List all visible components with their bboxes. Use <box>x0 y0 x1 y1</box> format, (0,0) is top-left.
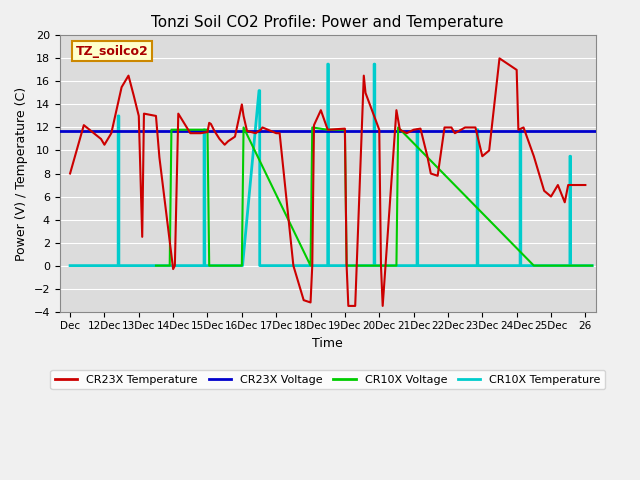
Legend: CR23X Temperature, CR23X Voltage, CR10X Voltage, CR10X Temperature: CR23X Temperature, CR23X Voltage, CR10X … <box>51 370 605 389</box>
Text: TZ_soilco2: TZ_soilco2 <box>76 45 148 58</box>
Y-axis label: Power (V) / Temperature (C): Power (V) / Temperature (C) <box>15 86 28 261</box>
X-axis label: Time: Time <box>312 337 343 350</box>
Title: Tonzi Soil CO2 Profile: Power and Temperature: Tonzi Soil CO2 Profile: Power and Temper… <box>152 15 504 30</box>
